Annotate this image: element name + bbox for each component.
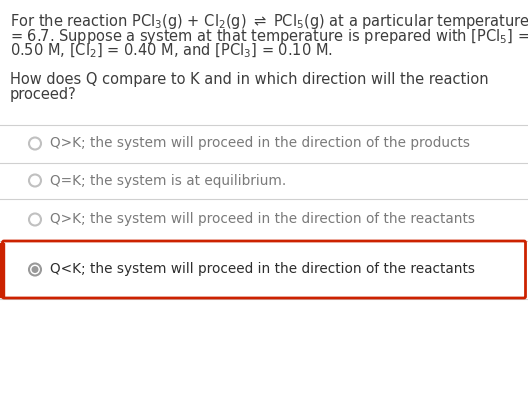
Text: Q<K; the system will proceed in the direction of the reactants: Q<K; the system will proceed in the dire… bbox=[50, 262, 475, 276]
Text: How does Q compare to K and in which direction will the reaction: How does Q compare to K and in which dir… bbox=[10, 72, 488, 87]
Text: 0.50 M, [Cl$_2$] = 0.40 M, and [PCl$_3$] = 0.10 M.: 0.50 M, [Cl$_2$] = 0.40 M, and [PCl$_3$]… bbox=[10, 42, 333, 60]
Bar bbox=[0, 242, 4, 297]
Text: Q=K; the system is at equilibrium.: Q=K; the system is at equilibrium. bbox=[50, 173, 286, 187]
Text: Q>K; the system will proceed in the direction of the products: Q>K; the system will proceed in the dire… bbox=[50, 136, 470, 150]
Text: = 6.7. Suppose a system at that temperature is prepared with [PCl$_5$] =: = 6.7. Suppose a system at that temperat… bbox=[10, 27, 528, 46]
Text: For the reaction PCl$_3$(g) + Cl$_2$(g) $\rightleftharpoons$ PCl$_5$(g) at a par: For the reaction PCl$_3$(g) + Cl$_2$(g) … bbox=[10, 12, 528, 31]
FancyBboxPatch shape bbox=[3, 241, 525, 298]
Circle shape bbox=[32, 266, 39, 273]
Text: proceed?: proceed? bbox=[10, 87, 77, 102]
Text: Q>K; the system will proceed in the direction of the reactants: Q>K; the system will proceed in the dire… bbox=[50, 213, 475, 226]
